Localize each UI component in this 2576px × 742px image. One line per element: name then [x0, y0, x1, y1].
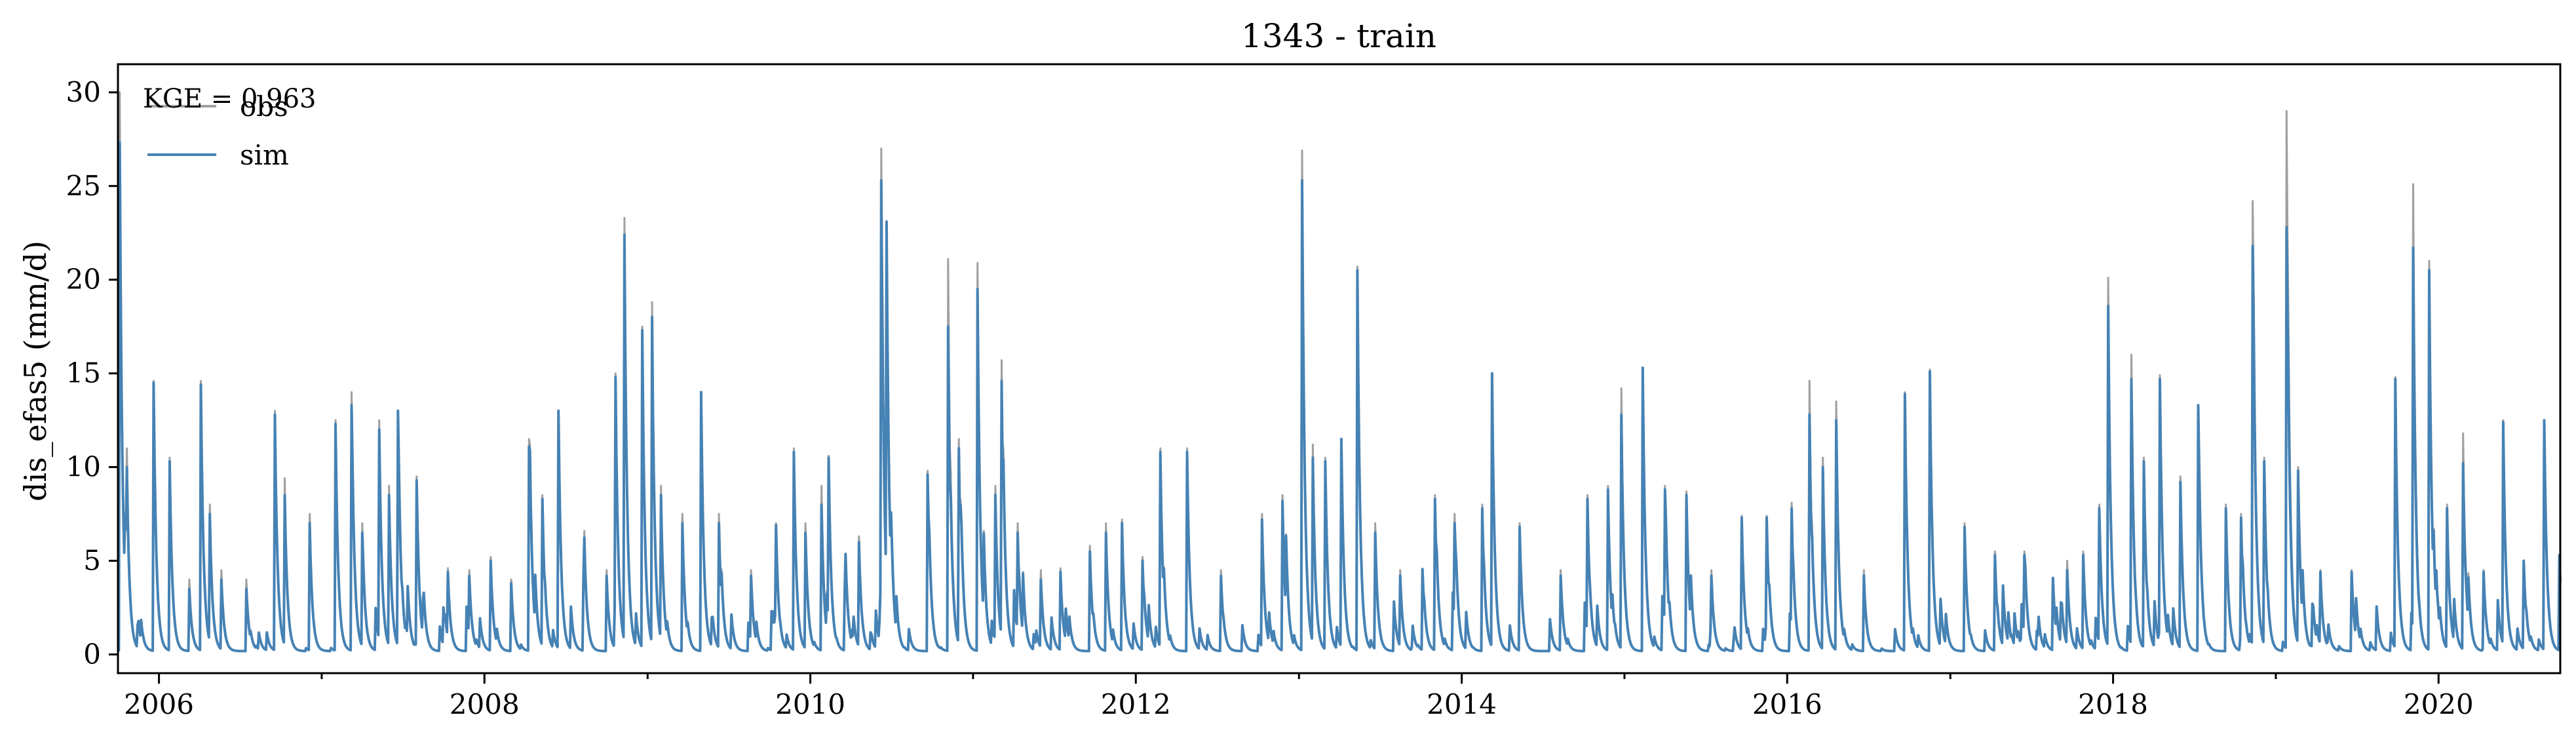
x-tick-label: 2008 — [450, 688, 520, 720]
legend-sim-label: sim — [240, 139, 289, 171]
y-tick-label: 10 — [66, 451, 101, 483]
sim-series-line — [117, 142, 2562, 653]
legend-obs-label: obs — [240, 90, 288, 123]
y-tick-label: 20 — [66, 264, 101, 296]
x-tick-label: 2020 — [2404, 688, 2474, 720]
y-axis-label: dis_efas5 (mm/d) — [18, 241, 53, 501]
legend: obs sim — [147, 90, 289, 171]
kge-annotation: KGE = 0.963 — [143, 84, 317, 114]
y-tick-label: 30 — [66, 76, 101, 108]
y-tick-label: 15 — [66, 357, 101, 389]
obs-series-line — [117, 91, 2562, 652]
plot-area — [117, 91, 2562, 653]
x-tick-label: 2006 — [124, 688, 194, 720]
y-tick-label: 25 — [66, 170, 101, 202]
x-tick-label: 2014 — [1427, 688, 1497, 720]
y-tick-label: 5 — [83, 544, 101, 576]
y-axis: 0 5 10 15 20 25 30 — [66, 76, 118, 670]
x-axis: 2006 2008 2010 2012 2014 2016 2018 2020 — [124, 673, 2474, 720]
x-tick-label: 2012 — [1101, 688, 1171, 720]
y-tick-label: 0 — [83, 638, 101, 670]
x-tick-label: 2010 — [775, 688, 845, 720]
x-tick-label: 2018 — [2078, 688, 2148, 720]
x-tick-label: 2016 — [1752, 688, 1822, 720]
plot-frame — [117, 63, 2562, 674]
chart-title: 1343 - train — [1241, 17, 1436, 55]
